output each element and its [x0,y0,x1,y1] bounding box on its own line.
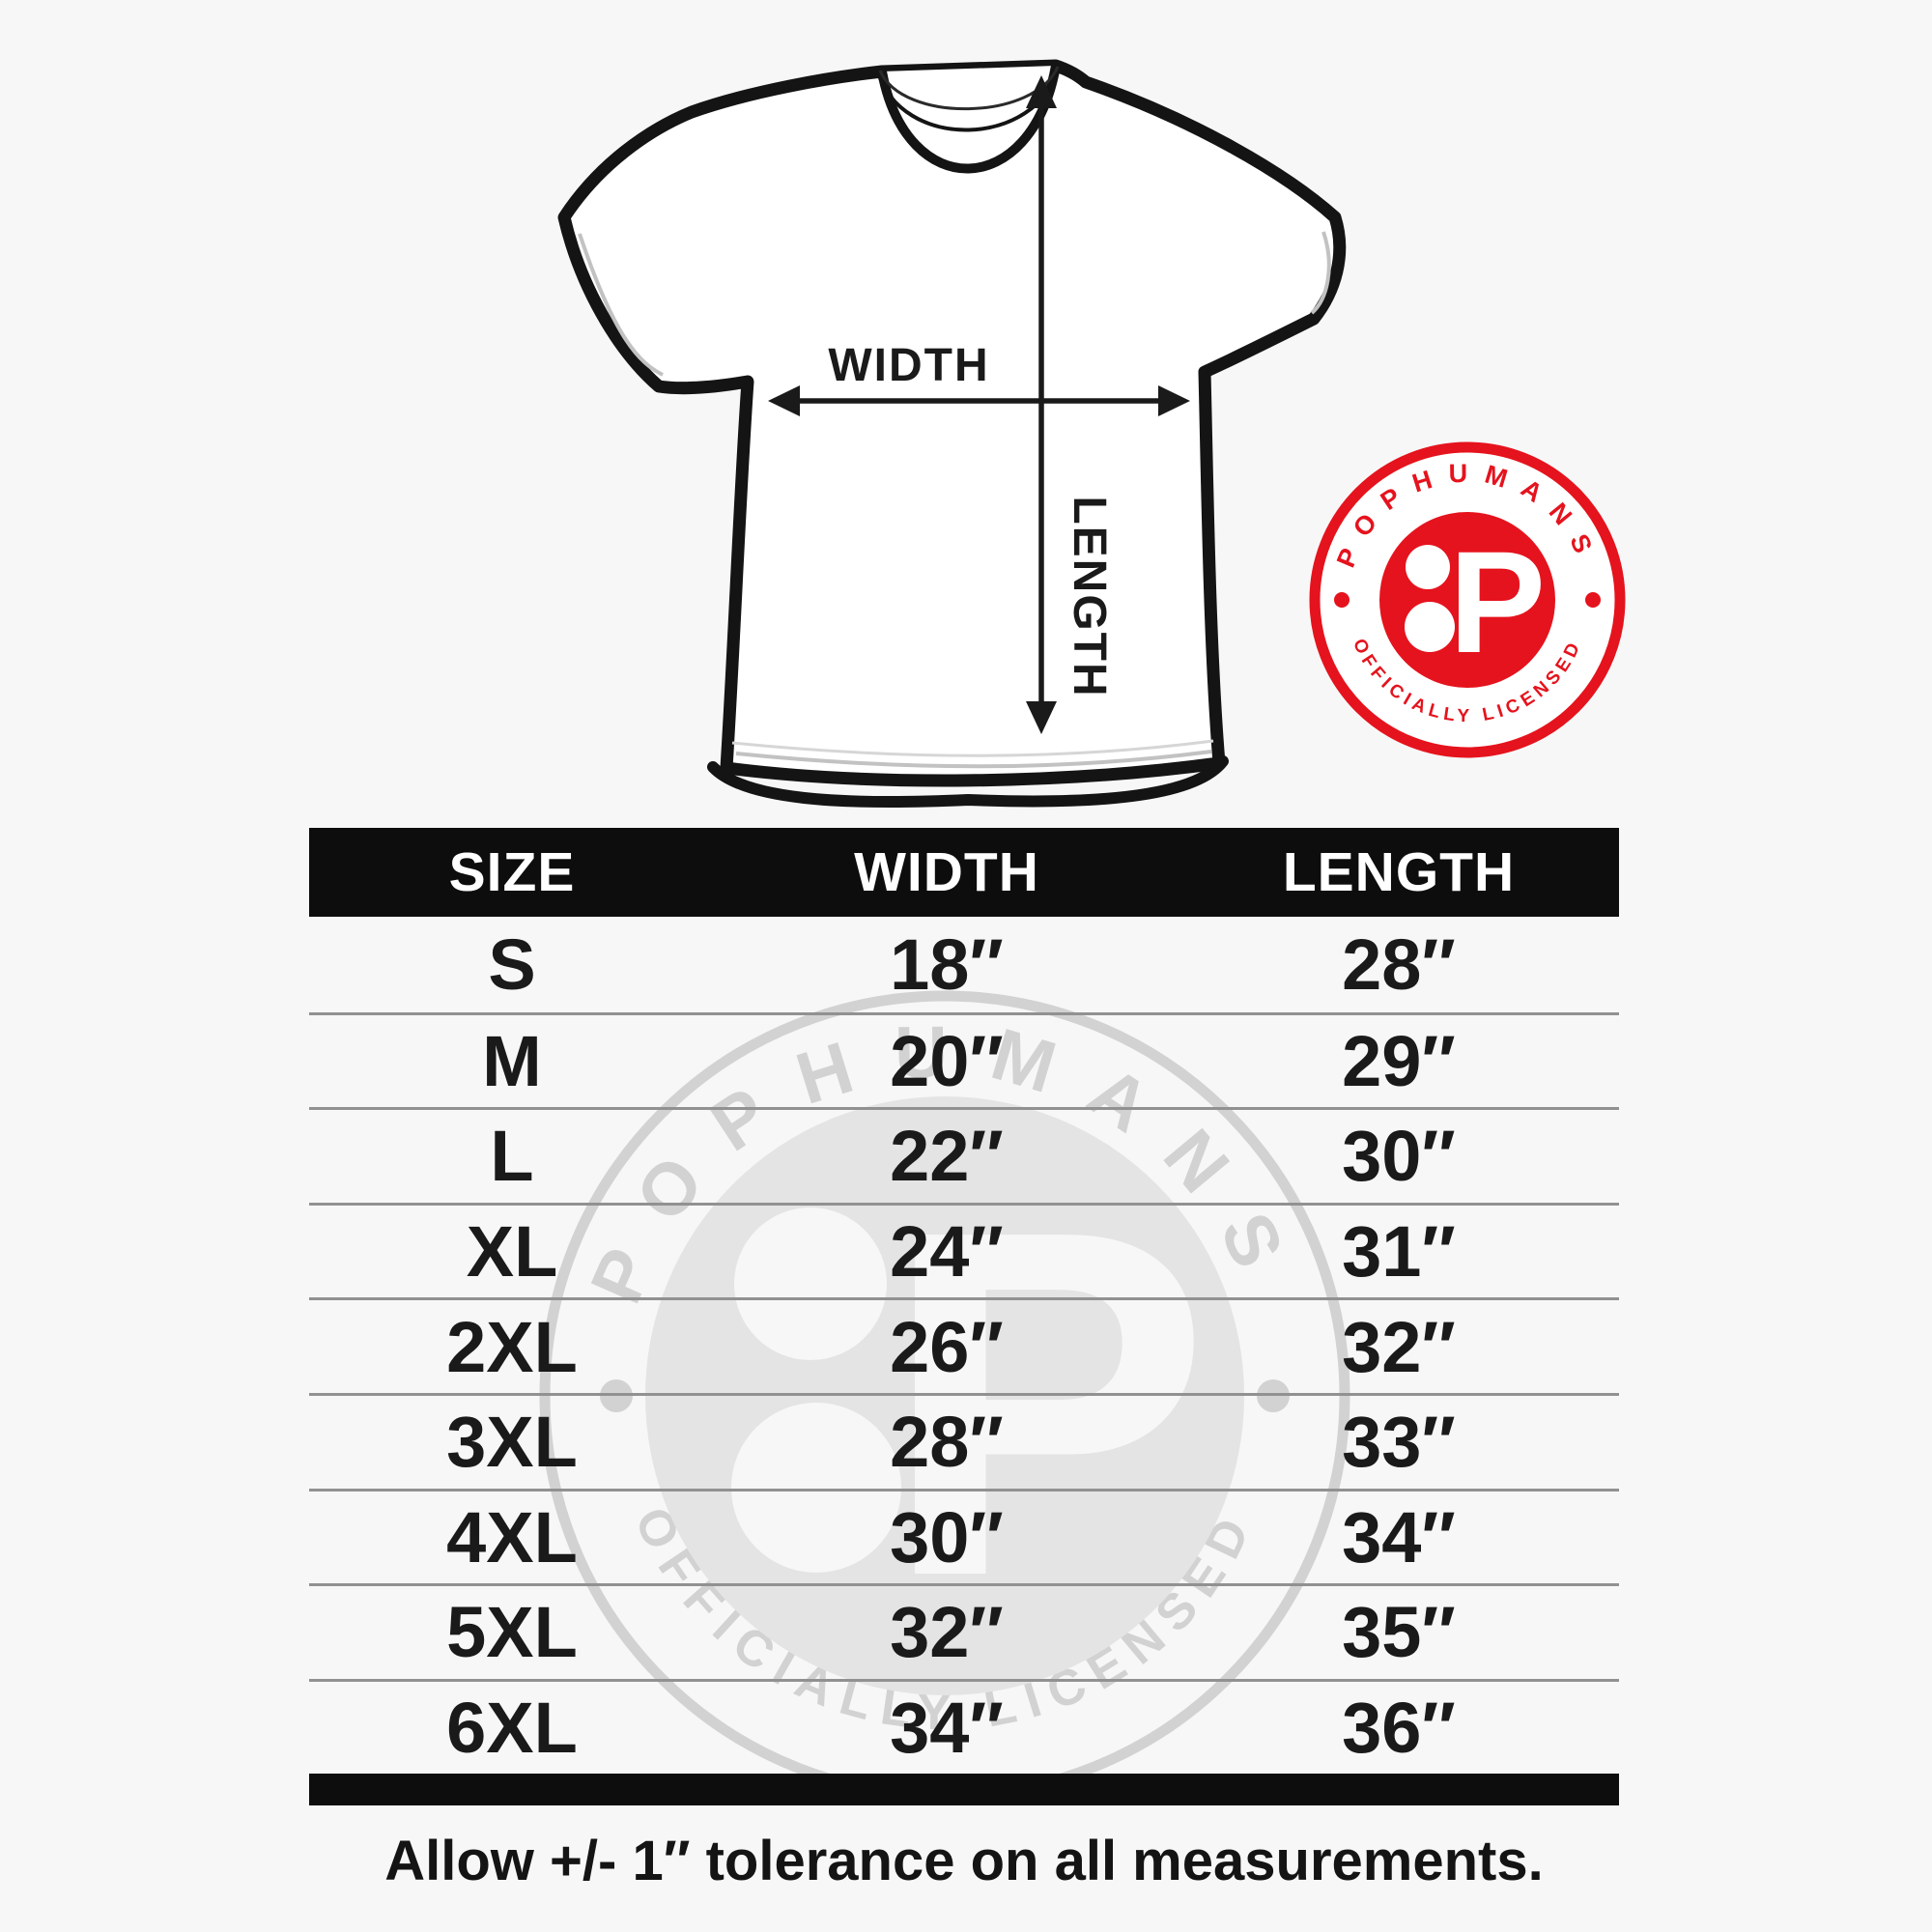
cell-size: 2XL [446,1306,578,1387]
length-arrow [1026,75,1057,734]
watermark-monogram: P [882,1128,1210,1679]
watermark-colon-lower-dot [731,1403,901,1573]
badge-right-dot [1585,592,1601,608]
cell-width: 30″ [890,1496,1004,1577]
table-row: 5XL 32″ 35″ [309,1583,1619,1679]
length-arrowhead-top [1026,75,1057,108]
cell-length: 36″ [1342,1688,1456,1769]
badge-left-dot [1334,592,1350,608]
length-label: LENGTH [1064,496,1115,697]
table-row: M 20″ 29″ [309,1011,1619,1108]
cell-length: 34″ [1342,1496,1456,1577]
table-row: 3XL 28″ 33″ [309,1392,1619,1489]
watermark-left-dot [600,1379,633,1412]
cell-size: XL [466,1211,558,1293]
pophumans-licensed-badge: POPHUMANS OFFICIALLY LICENSED P [1309,441,1626,758]
cell-length: 32″ [1342,1306,1456,1387]
cell-length: 28″ [1342,923,1456,1005]
cell-size: S [488,923,536,1005]
table-row: 6XL 34″ 36″ [309,1678,1619,1775]
badge-colon-upper-dot [1406,545,1450,589]
cell-size: M [482,1020,542,1101]
width-label: WIDTH [828,340,989,391]
cell-size: 3XL [446,1402,578,1483]
table-row: S 18″ 28″ [309,917,1619,1012]
tshirt-measurement-diagram: WIDTH LENGTH [557,59,1347,809]
brand-watermark: POPHUMANS OFFICIALLY LICENSED P [539,990,1350,1802]
cell-width: 26″ [890,1306,1004,1387]
table-row: 4XL 30″ 34″ [309,1488,1619,1584]
header-width: WIDTH [854,841,1039,903]
header-size: SIZE [448,841,576,903]
cell-length: 31″ [1342,1211,1456,1293]
cell-width: 32″ [890,1592,1004,1673]
length-arrowhead-bottom [1026,701,1057,734]
cell-width: 34″ [890,1688,1004,1769]
tshirt-hem-seam-2 [731,739,1214,757]
watermark-colon-upper-dot [734,1208,887,1360]
table-header: SIZE WIDTH LENGTH [309,828,1619,917]
cell-width: 20″ [890,1020,1004,1101]
badge-monogram: P [1449,521,1546,683]
table-row: XL 24″ 31″ [309,1202,1619,1298]
table-row: L 22″ 30″ [309,1107,1619,1203]
cell-width: 18″ [890,923,1004,1005]
tshirt-outline [557,59,1347,787]
width-arrowhead-left [768,385,800,416]
cell-length: 30″ [1342,1116,1456,1197]
tshirt-hem-seam [735,750,1212,769]
header-length: LENGTH [1282,841,1516,903]
cell-size: L [490,1116,534,1197]
badge-colon-lower-dot [1405,602,1455,652]
cell-size: 5XL [446,1592,578,1673]
cell-size: 6XL [446,1688,578,1769]
watermark-right-dot [1257,1379,1290,1412]
width-arrowhead-right [1158,385,1190,416]
cell-width: 28″ [890,1402,1004,1483]
right-cuff-seam [1310,231,1331,315]
width-arrow [768,385,1190,416]
table-row: 2XL 26″ 32″ [309,1297,1619,1393]
cell-width: 24″ [890,1211,1004,1293]
left-cuff-seam [578,233,664,377]
cell-length: 33″ [1342,1402,1456,1483]
cell-length: 29″ [1342,1020,1456,1101]
cell-size: 4XL [446,1496,578,1577]
table-bottom-bar [309,1774,1619,1806]
size-table: SIZE WIDTH LENGTH S 18″ 28″ M 20″ 29″ L … [309,828,1619,1806]
tshirt-hem-fold [707,755,1229,809]
cell-length: 35″ [1342,1592,1456,1673]
tolerance-note: Allow +/- 1″ tolerance on all measuremen… [384,1830,1544,1892]
cell-width: 22″ [890,1116,1004,1197]
